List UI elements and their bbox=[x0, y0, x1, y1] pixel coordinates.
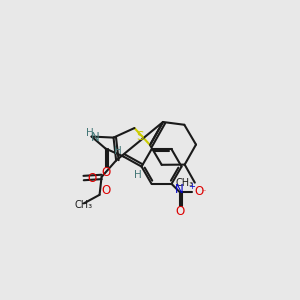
Text: CH₃: CH₃ bbox=[75, 200, 93, 210]
Text: H: H bbox=[134, 169, 141, 180]
Text: S: S bbox=[136, 130, 143, 142]
Text: O: O bbox=[101, 166, 110, 179]
Text: ⁻: ⁻ bbox=[201, 188, 206, 196]
Text: H: H bbox=[86, 128, 93, 138]
Text: O: O bbox=[101, 184, 110, 197]
Text: CH₃: CH₃ bbox=[176, 178, 194, 188]
Text: O: O bbox=[87, 172, 96, 184]
Text: H: H bbox=[114, 146, 122, 156]
Text: +: + bbox=[188, 182, 195, 191]
Text: O: O bbox=[194, 185, 203, 198]
Text: O: O bbox=[175, 206, 184, 218]
Text: N: N bbox=[91, 131, 100, 144]
Text: N: N bbox=[175, 183, 184, 196]
